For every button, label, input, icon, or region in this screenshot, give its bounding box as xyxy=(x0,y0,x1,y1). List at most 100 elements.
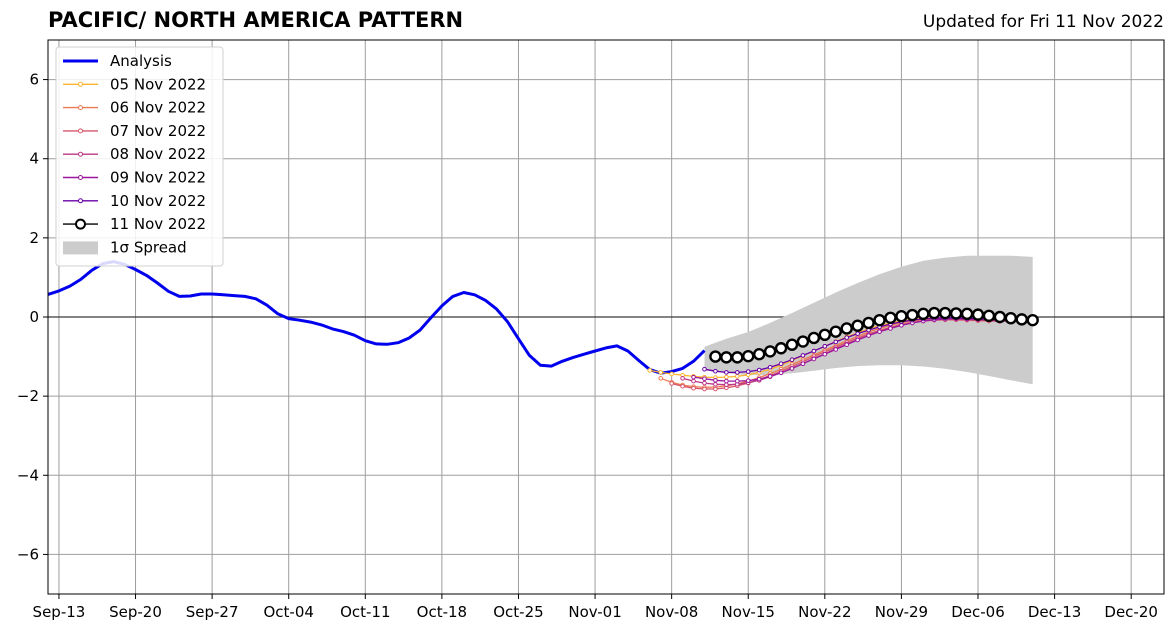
data-point xyxy=(680,376,685,381)
data-point xyxy=(763,345,777,358)
legend-label: 05 Nov 2022 xyxy=(110,75,206,93)
data-point xyxy=(818,328,832,342)
legend-label: 07 Nov 2022 xyxy=(110,122,206,140)
data-point xyxy=(785,338,799,351)
data-point xyxy=(840,322,853,335)
data-point xyxy=(720,351,733,364)
data-point xyxy=(789,366,795,371)
data-point xyxy=(713,386,718,392)
legend-item: 06 Nov 2022 xyxy=(63,99,206,117)
x-tick-label: Nov-29 xyxy=(875,603,928,621)
data-point xyxy=(669,381,674,386)
x-tick-label: Dec-13 xyxy=(1028,603,1082,621)
data-point xyxy=(800,361,806,366)
data-point xyxy=(774,342,788,355)
legend-item: 09 Nov 2022 xyxy=(63,169,206,187)
data-point xyxy=(851,319,864,332)
data-point xyxy=(822,343,828,349)
legend-item: 07 Nov 2022 xyxy=(63,122,206,140)
legend-marker xyxy=(78,151,83,157)
data-point xyxy=(822,351,828,357)
data-point xyxy=(1015,313,1028,326)
x-tick-label: Oct-18 xyxy=(417,603,467,621)
legend-item: 10 Nov 2022 xyxy=(63,192,206,210)
legend-item: 11 Nov 2022 xyxy=(63,215,206,233)
data-point xyxy=(971,308,985,321)
y-tick-label: 6 xyxy=(29,71,39,89)
series-line xyxy=(47,260,706,375)
data-point xyxy=(724,378,729,384)
axis-layer: Sep-13 Sep-20 Sep-27 Oct-04 Oct-11 Oct-18 Oct-… xyxy=(17,39,1165,621)
legend-layer: Analysis 05 Nov 2022 06 Nov 2022 07 Nov 202… xyxy=(55,46,224,267)
series-analysis xyxy=(47,260,706,375)
data-point xyxy=(669,371,674,377)
plot-frame xyxy=(47,39,1165,595)
y-tick-label: −2 xyxy=(17,387,39,405)
legend-label: 10 Nov 2022 xyxy=(110,192,206,210)
data-point xyxy=(811,356,817,362)
data-point xyxy=(724,370,729,375)
y-tick-label: 2 xyxy=(29,229,39,247)
legend-swatch xyxy=(63,241,98,255)
data-point xyxy=(658,370,664,375)
x-tick-label: Nov-22 xyxy=(798,603,851,621)
data-point xyxy=(789,357,795,363)
legend-label: Analysis xyxy=(110,52,172,70)
data-point xyxy=(724,374,729,380)
data-point xyxy=(949,307,963,320)
legend-marker xyxy=(78,128,83,134)
data-point xyxy=(734,370,740,375)
x-tick-label: Oct-04 xyxy=(263,603,313,621)
legend-label: 1σ Spread xyxy=(110,238,187,256)
data-point xyxy=(680,383,685,389)
y-tick-label: 4 xyxy=(29,150,39,168)
legend-label: 09 Nov 2022 xyxy=(110,169,206,187)
legend-marker xyxy=(75,218,86,230)
x-tick-label: Nov-08 xyxy=(645,603,698,621)
data-point xyxy=(862,316,875,330)
data-point xyxy=(800,353,806,358)
data-point xyxy=(873,313,886,327)
data-point xyxy=(960,307,974,321)
x-tick-label: Sep-20 xyxy=(109,603,162,621)
data-point xyxy=(811,348,817,354)
data-point xyxy=(731,351,744,364)
data-point xyxy=(756,367,762,373)
data-point xyxy=(658,376,664,381)
legend-item: 05 Nov 2022 xyxy=(63,75,206,93)
data-point xyxy=(702,380,707,386)
x-tick-label: Sep-27 xyxy=(186,603,239,621)
data-point xyxy=(691,374,696,380)
data-point xyxy=(796,335,810,348)
data-point xyxy=(993,310,1007,324)
legend-label: 11 Nov 2022 xyxy=(110,215,206,233)
x-tick-label: Oct-11 xyxy=(340,603,390,621)
data-point xyxy=(884,311,897,324)
data-point xyxy=(713,378,718,383)
data-point xyxy=(982,309,996,323)
data-point xyxy=(938,306,952,320)
y-tick-label: 0 xyxy=(29,308,39,326)
legend-item: 1σ Spread xyxy=(63,238,187,256)
data-point xyxy=(844,342,850,348)
data-point xyxy=(855,331,860,336)
data-point xyxy=(906,308,919,322)
legend-item: Analysis xyxy=(63,52,172,70)
data-point xyxy=(1026,313,1039,327)
chart-subtitle: Updated for Fri 11 Nov 2022 xyxy=(922,12,1164,32)
legend-marker xyxy=(78,81,83,87)
series-layer xyxy=(47,260,1039,392)
y-tick-label: −6 xyxy=(17,545,39,563)
data-point xyxy=(702,386,707,392)
data-point xyxy=(713,381,718,387)
chart-title: PACIFIC/ NORTH AMERICA PATTERN xyxy=(48,8,464,32)
data-point xyxy=(756,376,762,382)
data-point xyxy=(833,347,839,352)
data-point xyxy=(702,376,707,382)
legend-label: 06 Nov 2022 xyxy=(110,99,206,117)
data-point xyxy=(888,326,893,331)
data-point xyxy=(866,333,871,338)
data-point xyxy=(767,364,773,370)
legend-marker xyxy=(78,105,83,111)
